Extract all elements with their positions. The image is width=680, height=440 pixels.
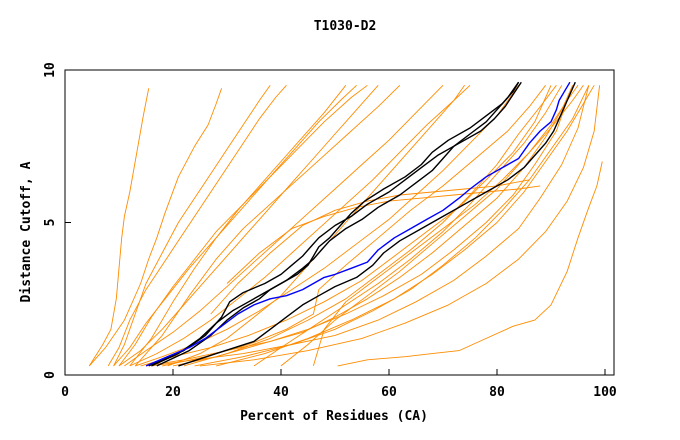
series-line-orange-16: [118, 84, 368, 367]
series-line-orange-21: [134, 84, 401, 367]
series-line-orange-12: [151, 85, 590, 367]
x-tick-label: 0: [61, 385, 69, 400]
chart-title: T1030-D2: [314, 19, 377, 34]
series-line-orange-24: [312, 85, 579, 367]
series-line-orange-5: [113, 84, 357, 367]
series-line-orange-6: [118, 85, 379, 367]
series-line-orange-9: [135, 85, 519, 367]
series-line-orange-7: [124, 84, 444, 367]
series-line-blue: [145, 81, 571, 367]
series-line-orange-4: [107, 85, 287, 367]
x-ticks: 0 20 40 60 80 100: [61, 369, 617, 400]
series-line-orange-22: [199, 85, 601, 367]
series-line-orange-26: [253, 85, 563, 367]
y-tick-label: 5: [43, 219, 58, 227]
series-line-orange-3: [337, 161, 603, 367]
series-line-orange-2: [88, 88, 223, 367]
series-line-orange-18: [183, 85, 557, 367]
series-line-orange-15: [113, 85, 271, 367]
series-line-black-3: [178, 81, 576, 367]
series-line-orange-8: [129, 84, 471, 367]
y-tick-label: 10: [43, 62, 58, 78]
series-line-black-1: [148, 81, 522, 367]
x-tick-label: 100: [593, 385, 617, 400]
series-line-orange-13: [162, 85, 546, 367]
series-line-orange-1: [88, 88, 150, 367]
series-line-orange-25: [280, 85, 584, 367]
x-tick-label: 20: [165, 385, 181, 400]
y-tick-label: 0: [43, 371, 58, 379]
y-ticks: 0 5 10: [43, 62, 71, 379]
series-line-orange-14: [167, 85, 465, 367]
series-line-orange-27: [210, 179, 530, 315]
series-layer: [88, 81, 603, 367]
x-axis-label: Percent of Residues (CA): [240, 409, 428, 424]
series-line-orange-11: [145, 85, 574, 367]
x-tick-label: 60: [381, 385, 397, 400]
series-line-black-4: [156, 81, 520, 367]
series-line-orange-20: [129, 85, 347, 367]
y-axis-label: Distance Cutoff, A: [19, 161, 34, 302]
series-line-orange-23: [216, 85, 595, 367]
series-line-orange-10: [140, 85, 552, 367]
x-tick-label: 40: [273, 385, 289, 400]
series-line-black-2: [151, 81, 520, 367]
series-line-orange-17: [172, 85, 574, 367]
x-tick-label: 80: [489, 385, 505, 400]
